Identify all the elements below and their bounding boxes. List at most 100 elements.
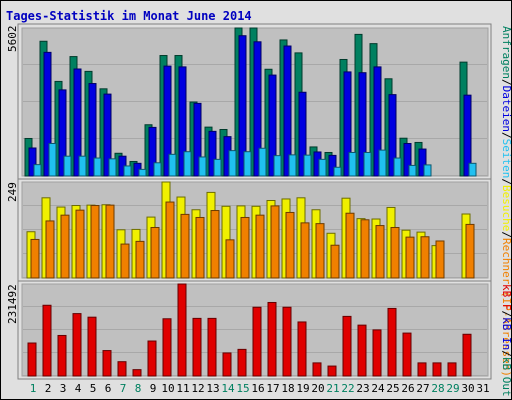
- side-legend-bottom: kB F/kB In/kB Out: [500, 284, 512, 397]
- bar-kbf-day-4: [72, 313, 82, 377]
- bar-kbf-day-27: [417, 362, 427, 377]
- bar-kbf-day-16: [252, 306, 262, 377]
- x-label-day-7: 7: [120, 382, 127, 395]
- x-label-day-25: 25: [386, 382, 399, 395]
- bar-kbf-day-11: [177, 283, 187, 377]
- bar-sites-day-21: [330, 244, 340, 279]
- bar-files-day-10: [163, 65, 172, 177]
- bar-sites-day-25: [390, 226, 400, 279]
- bar-kbf-day-10: [162, 318, 172, 377]
- bar-pages-day-6: [108, 158, 117, 177]
- bar-files-day-5: [88, 83, 97, 177]
- bar-files-day-25: [388, 94, 397, 177]
- panel-frame-bottom: [17, 280, 492, 380]
- bar-kbf-day-17: [267, 301, 277, 377]
- bar-sites-day-13: [210, 210, 220, 279]
- bar-kbf-day-30: [462, 333, 472, 377]
- x-label-day-26: 26: [401, 382, 414, 395]
- bar-kbf-day-8: [132, 369, 142, 377]
- legend-part: /: [500, 79, 512, 86]
- bar-pages-day-25: [393, 157, 402, 177]
- bar-sites-day-26: [405, 236, 415, 279]
- bar-kbf-day-6: [102, 350, 112, 377]
- bar-kbf-day-28: [432, 362, 442, 377]
- legend-part: /: [500, 311, 512, 318]
- bar-pages-day-30: [468, 162, 477, 177]
- bar-sites-day-22: [345, 212, 355, 279]
- bar-sites-day-4: [75, 209, 85, 279]
- x-label-day-13: 13: [206, 382, 219, 395]
- bar-kbf-day-21: [327, 365, 337, 377]
- bar-pages-day-27: [423, 164, 432, 177]
- bar-pages-day-24: [378, 149, 387, 177]
- bar-files-day-1: [28, 147, 37, 177]
- bar-sites-day-7: [120, 243, 130, 279]
- bar-files-day-13: [208, 130, 217, 177]
- bar-kbf-day-29: [447, 362, 457, 377]
- bar-sites-day-30: [465, 223, 475, 279]
- legend-part: /: [500, 350, 512, 357]
- bar-sites-day-3: [60, 214, 70, 279]
- bar-sites-day-23: [360, 219, 370, 279]
- legend-part: Dateien: [500, 86, 512, 132]
- bar-pages-day-3: [63, 155, 72, 177]
- bar-sites-day-27: [420, 236, 430, 279]
- legend-part: kB Out: [500, 357, 512, 397]
- bar-pages-day-12: [198, 156, 207, 177]
- bar-pages-day-16: [258, 147, 267, 177]
- x-label-day-16: 16: [251, 382, 264, 395]
- x-label-day-4: 4: [75, 382, 82, 395]
- bar-pages-day-4: [78, 155, 87, 177]
- bar-pages-day-13: [213, 158, 222, 177]
- bar-pages-day-2: [48, 143, 57, 177]
- bar-files-day-17: [268, 74, 277, 177]
- legend-part: kB F: [500, 284, 512, 311]
- bar-kbf-day-5: [87, 316, 97, 377]
- bars-visits-sites: [26, 181, 475, 279]
- bar-sites-day-6: [105, 204, 115, 279]
- x-label-day-31: 31: [476, 382, 489, 395]
- bar-sites-day-1: [30, 238, 40, 279]
- bar-files-day-21: [328, 154, 337, 177]
- x-label-day-8: 8: [135, 382, 142, 395]
- legend-part: Besuche: [500, 185, 512, 231]
- bar-kbf-day-7: [117, 361, 127, 377]
- bar-files-day-3: [58, 89, 67, 177]
- bar-pages-day-19: [303, 154, 312, 177]
- x-label-day-20: 20: [311, 382, 324, 395]
- bar-files-day-6: [103, 93, 112, 177]
- bar-sites-day-16: [255, 214, 265, 279]
- bar-files-day-18: [283, 45, 292, 177]
- bar-files-day-12: [193, 102, 202, 177]
- bar-pages-day-20: [318, 158, 327, 177]
- bar-sites-day-10: [165, 201, 175, 279]
- x-label-day-29: 29: [446, 382, 459, 395]
- legend-part: /: [500, 231, 512, 238]
- bar-sites-day-18: [285, 211, 295, 279]
- x-label-day-21: 21: [326, 382, 339, 395]
- y-max-label-hits: 5602: [6, 26, 19, 53]
- bar-sites-day-15: [240, 216, 250, 279]
- bar-sites-day-5: [90, 205, 100, 279]
- legend-part: /: [500, 178, 512, 185]
- bar-kbf-day-24: [372, 329, 382, 377]
- x-label-day-12: 12: [191, 382, 204, 395]
- x-label-day-5: 5: [90, 382, 97, 395]
- legend-part: Seiten: [500, 139, 512, 179]
- bar-kbf-day-2: [42, 304, 52, 377]
- bar-pages-day-1: [33, 164, 42, 177]
- bar-pages-day-5: [93, 157, 102, 177]
- bar-pages-day-23: [363, 151, 372, 177]
- bar-kbf-day-19: [297, 321, 307, 377]
- bar-sites-day-2: [45, 220, 55, 279]
- bar-kbf-day-3: [57, 334, 67, 377]
- bar-files-day-16: [253, 41, 262, 177]
- bar-pages-day-11: [183, 151, 192, 177]
- bar-files-day-19: [298, 91, 307, 177]
- bar-kbf-day-22: [342, 315, 352, 377]
- bar-sites-day-17: [270, 205, 280, 279]
- bar-pages-day-10: [168, 153, 177, 177]
- legend-part: /: [500, 132, 512, 139]
- bar-kbf-day-26: [402, 332, 412, 377]
- bar-kbf-day-25: [387, 307, 397, 377]
